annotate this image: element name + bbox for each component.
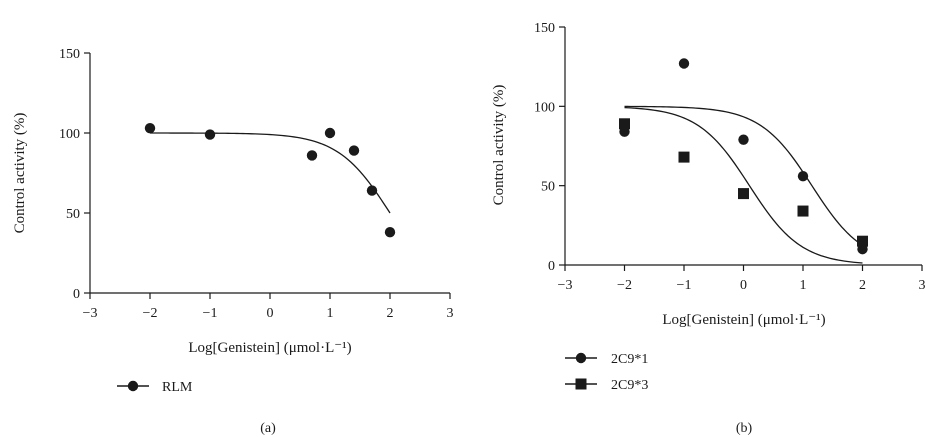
x-tick-label: −3 <box>83 306 98 321</box>
chart-a-axes <box>89 53 450 294</box>
x-tick-label: 1 <box>800 278 807 293</box>
fit-curve-1 <box>624 105 863 246</box>
legend-marker-circle <box>127 380 139 392</box>
x-tick-label: 2 <box>387 306 394 321</box>
legend-marker-square <box>575 378 587 390</box>
data-point-square <box>619 118 630 130</box>
chart-b-xlabel: Log[Genistein] (μmol·L⁻¹) <box>662 312 825 328</box>
data-point-circle <box>204 129 216 140</box>
fit-curve-2 <box>624 106 863 264</box>
x-tick-label: −3 <box>558 278 573 293</box>
legend-label-2c9-3: 2C9*3 <box>611 378 648 393</box>
data-point-square <box>857 235 868 247</box>
legend-label-2c9-1: 2C9*1 <box>611 352 648 367</box>
data-point-square <box>738 188 749 200</box>
chart-b: 0 50 100 150 −3 −2 −1 0 1 2 3 Control activity (%… <box>491 21 925 436</box>
data-point-circle <box>738 134 749 145</box>
y-tick-label: 0 <box>73 287 80 302</box>
data-point-square <box>678 151 690 163</box>
data-point-circle <box>324 127 336 139</box>
x-tick-label: 0 <box>267 306 274 321</box>
chart-a: 0 50 100 150 −3 −2 −1 0 1 2 3 Control activity (%… <box>12 47 454 436</box>
y-tick-label: 50 <box>66 207 80 222</box>
chart-b-axes <box>564 27 922 266</box>
data-point-square <box>797 205 809 217</box>
x-tick-label: −2 <box>617 278 632 293</box>
x-tick-label: −1 <box>203 306 218 321</box>
legend-label-rlm: RLM <box>162 380 193 395</box>
data-point-circle <box>384 227 396 238</box>
chart-a-points <box>144 123 396 238</box>
data-point-circle <box>144 123 156 134</box>
chart-a-xticks: −3 −2 −1 0 1 2 3 <box>83 293 454 321</box>
chart-a-xlabel: Log[Genistein] (μmol·L⁻¹) <box>188 340 351 356</box>
data-point-circle <box>678 58 690 69</box>
y-tick-label: 150 <box>59 47 80 62</box>
x-tick-label: −1 <box>677 278 692 293</box>
x-tick-label: 2 <box>859 278 866 293</box>
chart-b-points <box>619 58 868 255</box>
y-tick-label: 100 <box>59 127 80 142</box>
x-tick-label: 1 <box>327 306 334 321</box>
y-tick-label: 50 <box>541 180 555 195</box>
x-tick-label: 0 <box>740 278 747 293</box>
data-point-circle <box>797 170 809 182</box>
y-tick-label: 0 <box>548 259 555 274</box>
legend-marker-circle <box>575 352 587 364</box>
panel-label-a: (a) <box>260 421 276 436</box>
chart-a-yticks: 0 50 100 150 <box>59 47 90 302</box>
fit-curve-1 <box>150 132 391 214</box>
chart-a-ylabel: Control activity (%) <box>12 113 28 234</box>
chart-a-fits <box>150 132 391 214</box>
y-tick-label: 100 <box>534 100 555 115</box>
chart-b-ylabel: Control activity (%) <box>491 85 507 206</box>
data-point-circle <box>348 145 360 156</box>
y-tick-label: 150 <box>534 21 555 36</box>
chart-a-legend: RLM <box>117 380 193 395</box>
chart-b-legend: 2C9*1 2C9*3 <box>565 352 648 393</box>
x-tick-label: −2 <box>143 306 158 321</box>
x-tick-label: 3 <box>447 306 454 321</box>
x-tick-label: 3 <box>919 278 925 293</box>
chart-b-yticks: 0 50 100 150 <box>534 21 565 274</box>
data-point-circle <box>306 150 318 161</box>
chart-b-xticks: −3 −2 −1 0 1 2 3 <box>558 265 925 293</box>
data-point-circle <box>366 185 378 196</box>
panel-label-b: (b) <box>736 421 753 436</box>
chart-b-fits <box>624 105 863 264</box>
